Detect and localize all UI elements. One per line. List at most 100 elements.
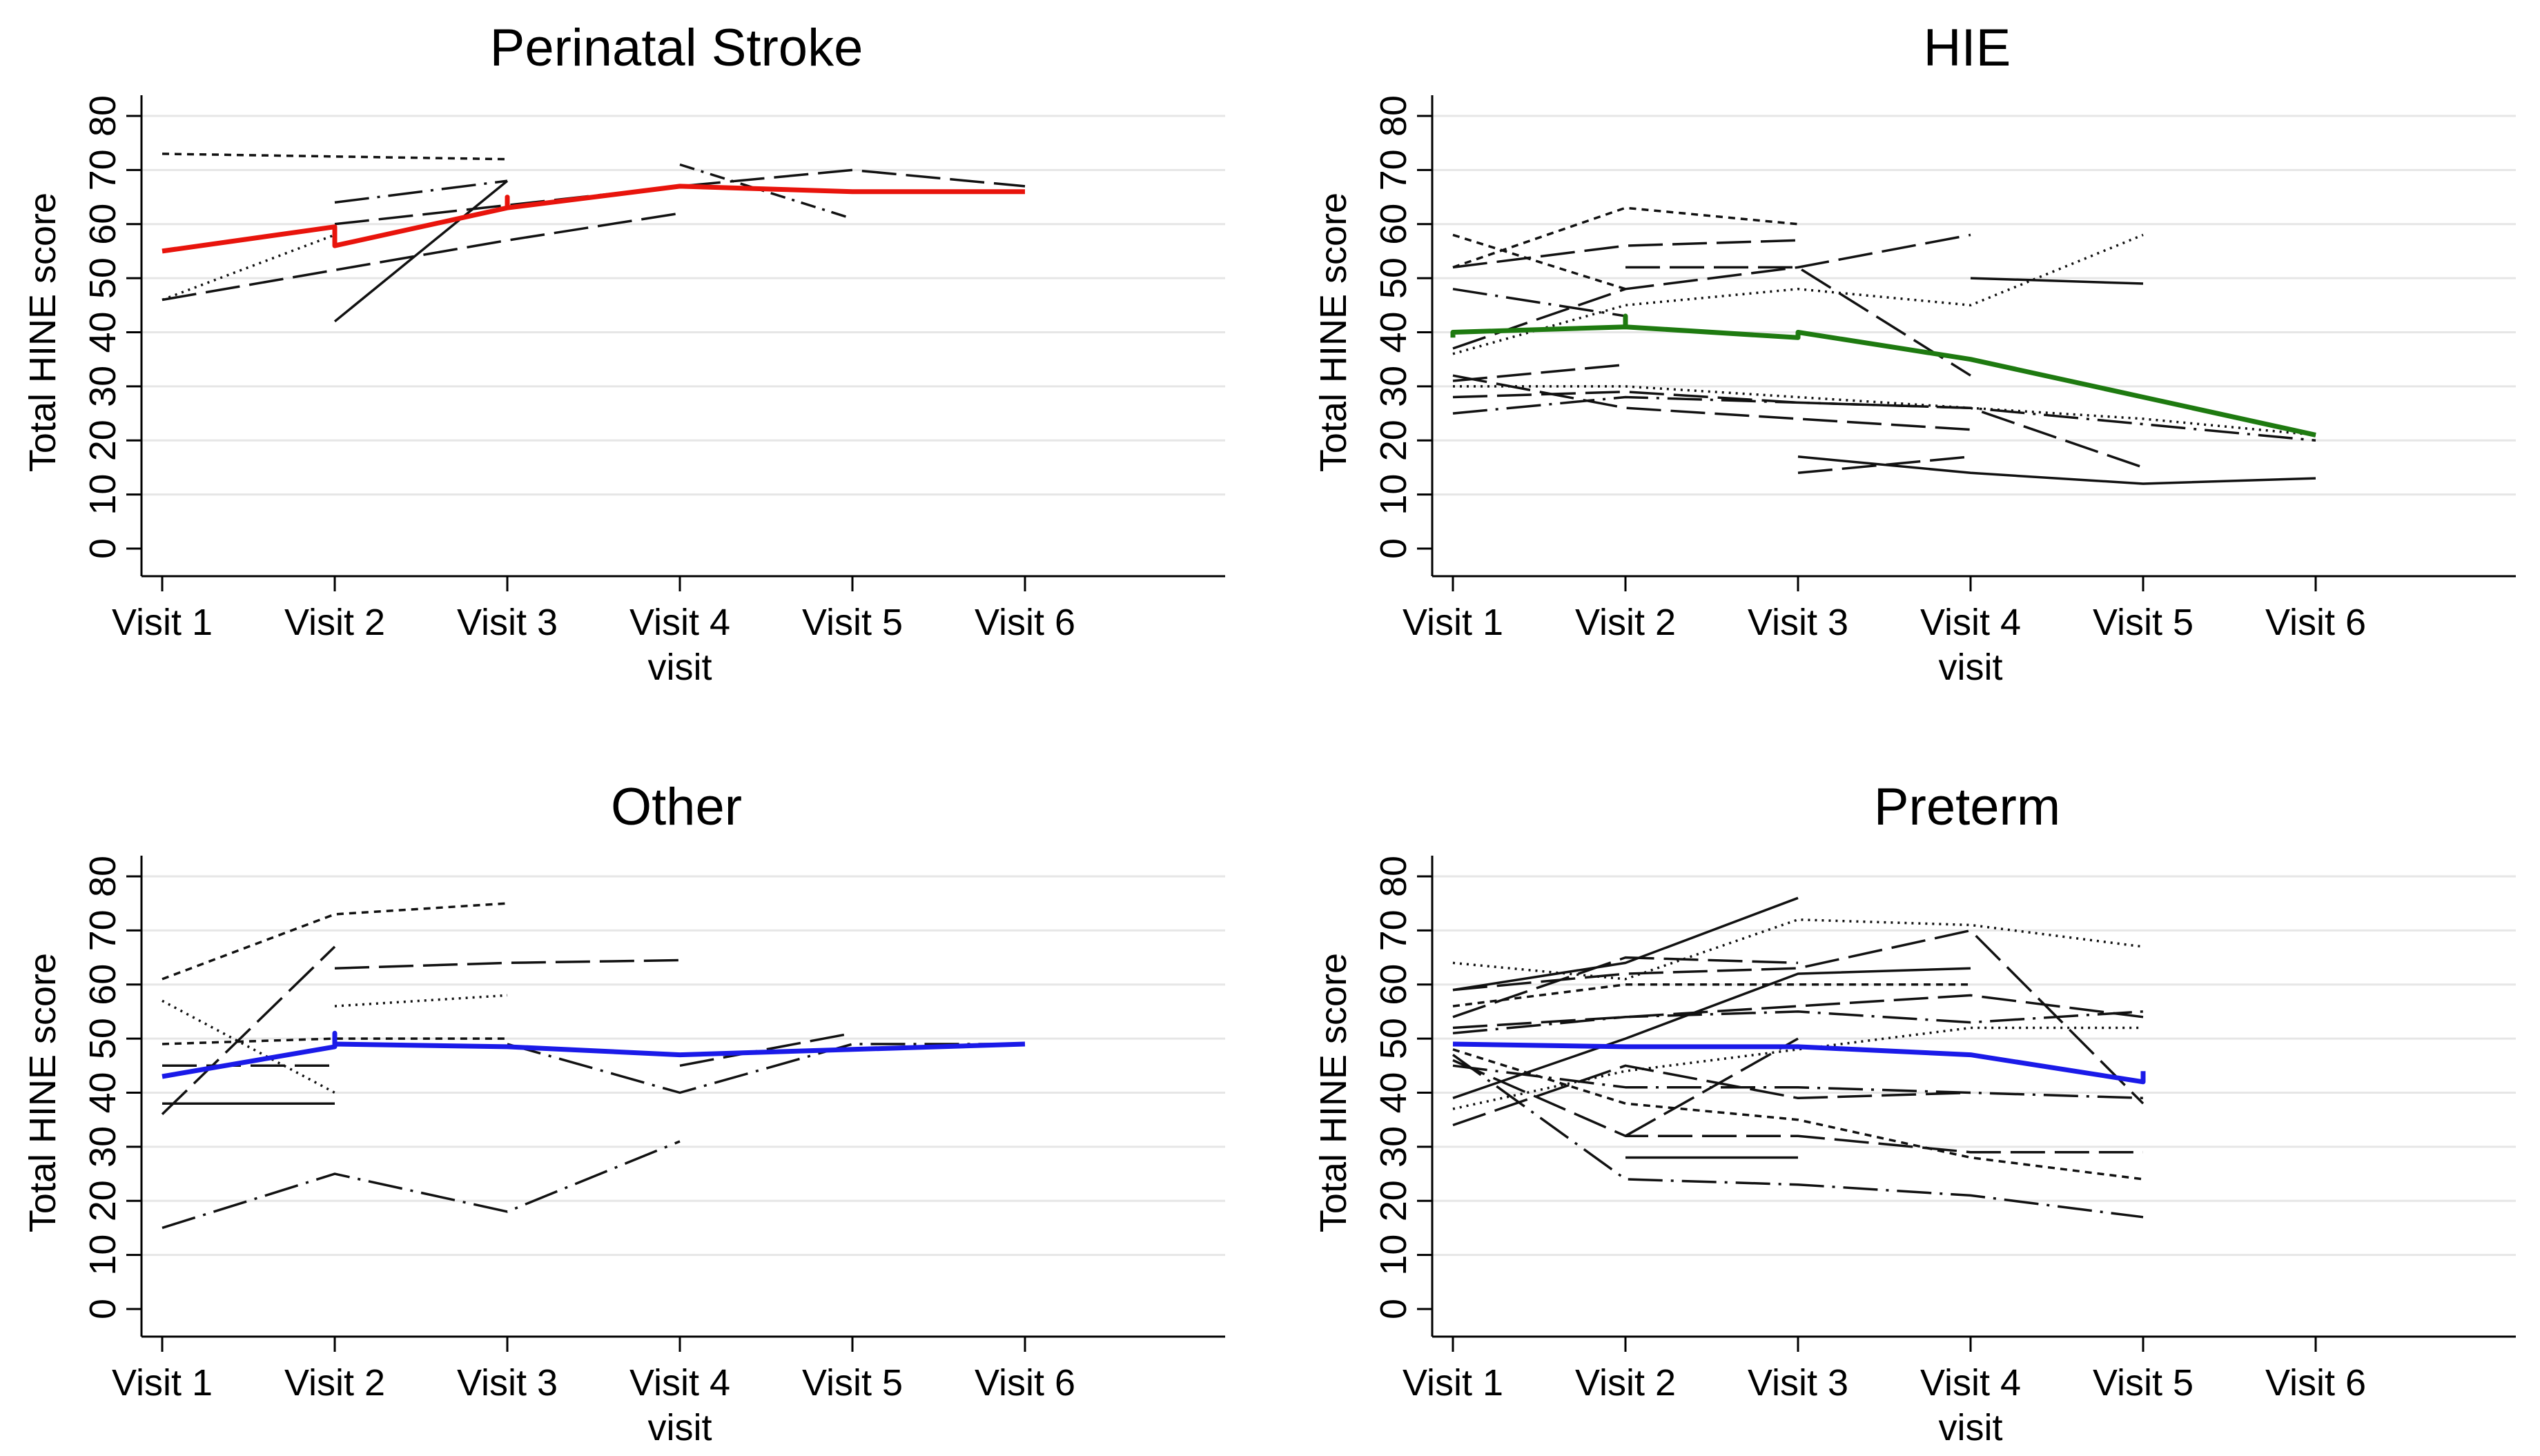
series-line-patient-4 bbox=[334, 958, 681, 970]
series-line-patient-11 bbox=[162, 1140, 681, 1230]
series-line-patient-9 bbox=[1452, 1026, 2143, 1110]
panel-perinatal-stroke: Perinatal Stroke Total HINE score visit … bbox=[22, 19, 1225, 688]
x-tick-label: Visit 3 bbox=[457, 1362, 558, 1404]
y-axis-label: Total HINE score bbox=[1313, 193, 1354, 472]
x-tick-label: Visit 5 bbox=[802, 602, 903, 643]
panel-title: HIE bbox=[1924, 19, 2011, 77]
y-tick-label: 70 bbox=[82, 909, 124, 951]
y-tick-label: 20 bbox=[82, 1180, 124, 1221]
y-tick-label: 80 bbox=[82, 95, 124, 137]
mean-line bbox=[162, 184, 1025, 254]
series-line-patient-3 bbox=[162, 212, 681, 302]
series-line-patient-1 bbox=[162, 153, 508, 161]
x-tick-label: Visit 3 bbox=[457, 602, 558, 643]
series-line-patient-1 bbox=[162, 902, 508, 981]
y-tick-label: 60 bbox=[82, 964, 124, 1005]
series-line-patient-10 bbox=[1452, 1064, 1971, 1127]
x-axis-label: visit bbox=[648, 1407, 712, 1448]
x-tick-label: Visit 4 bbox=[1920, 1362, 2021, 1404]
y-tick-label: 40 bbox=[1373, 311, 1414, 353]
series-line-patient-4 bbox=[334, 179, 508, 204]
series-line-patient-5 bbox=[1452, 233, 1971, 350]
x-tick-label: Visit 6 bbox=[2265, 1362, 2366, 1404]
y-tick-label: 40 bbox=[82, 311, 124, 353]
series-line-patient-9 bbox=[1452, 363, 1626, 382]
y-tick-label: 50 bbox=[1373, 257, 1414, 299]
panel-title: Perinatal Stroke bbox=[490, 19, 863, 77]
y-tick-label: 10 bbox=[1373, 1234, 1414, 1276]
x-tick-label: Visit 5 bbox=[802, 1362, 903, 1404]
y-axis-label: Total HINE score bbox=[1313, 953, 1354, 1232]
series-line-patient-3 bbox=[1452, 239, 1799, 269]
x-tick-label: Visit 2 bbox=[1575, 602, 1676, 643]
y-tick-label: 50 bbox=[1373, 1018, 1414, 1059]
mean-line bbox=[1452, 1041, 2146, 1085]
series-line-patient-5 bbox=[334, 994, 508, 1007]
y-tick-label: 30 bbox=[1373, 366, 1414, 407]
series-line-patient-11 bbox=[1452, 1064, 2144, 1100]
x-tick-label: Visit 2 bbox=[1575, 1362, 1676, 1404]
x-tick-label: Visit 2 bbox=[284, 602, 385, 643]
x-tick-label: Visit 4 bbox=[1920, 602, 2021, 643]
x-tick-label: Visit 2 bbox=[284, 1362, 385, 1404]
series-line-patient-4 bbox=[1452, 956, 1799, 1019]
y-tick-label: 0 bbox=[1373, 538, 1414, 559]
y-tick-label: 80 bbox=[1373, 95, 1414, 137]
y-tick-label: 30 bbox=[82, 366, 124, 407]
x-tick-label: Visit 5 bbox=[2093, 1362, 2194, 1404]
y-tick-label: 80 bbox=[82, 856, 124, 897]
y-axis-label: Total HINE score bbox=[22, 193, 63, 472]
y-tick-label: 10 bbox=[1373, 474, 1414, 515]
series-line-patient-1 bbox=[1452, 896, 1799, 992]
series-line-patient-8 bbox=[507, 1043, 1025, 1094]
series-line-patient-13 bbox=[1452, 1059, 2143, 1154]
y-tick-label: 0 bbox=[82, 1299, 124, 1319]
y-tick-label: 0 bbox=[82, 538, 124, 559]
x-tick-label: Visit 1 bbox=[1403, 602, 1503, 643]
panel-other: Other Total HINE score visit 0 10 20 30 40 50… bbox=[22, 778, 1225, 1448]
y-tick-label: 0 bbox=[1373, 1299, 1414, 1319]
x-tick-label: Visit 1 bbox=[1403, 1362, 1503, 1404]
y-tick-label: 20 bbox=[82, 420, 124, 461]
series-line-patient-2 bbox=[162, 999, 335, 1094]
series-line-patient-15 bbox=[1797, 455, 1971, 475]
series-line-patient-7 bbox=[1452, 1010, 2144, 1035]
series-line-patient-16 bbox=[1625, 1037, 1799, 1137]
x-tick-label: Visit 5 bbox=[2093, 602, 2194, 643]
y-tick-label: 60 bbox=[1373, 964, 1414, 1005]
y-tick-label: 70 bbox=[1373, 149, 1414, 190]
y-axis-label: Total HINE score bbox=[22, 953, 63, 1232]
series-line-patient-14 bbox=[1797, 455, 2316, 485]
series-line-patient-2 bbox=[162, 233, 335, 302]
panel-hie: HIE Total HINE score visit 0 10 20 30 40 50 60… bbox=[1313, 19, 2516, 688]
x-tick-label: Visit 4 bbox=[629, 602, 730, 643]
series-line-patient-11 bbox=[1452, 395, 2316, 442]
y-tick-label: 50 bbox=[82, 257, 124, 299]
y-tick-label: 10 bbox=[82, 1234, 124, 1276]
mean-line bbox=[1450, 313, 2316, 437]
series-line-patient-3 bbox=[1452, 929, 2145, 1105]
series-line-patient-2 bbox=[1452, 233, 1626, 291]
x-tick-label: Visit 1 bbox=[112, 602, 213, 643]
y-tick-label: 30 bbox=[82, 1126, 124, 1168]
series-line-patient-14 bbox=[1452, 1054, 2144, 1219]
series-line-patient-6 bbox=[334, 168, 1026, 226]
y-tick-label: 40 bbox=[1373, 1072, 1414, 1113]
panel-preterm: Preterm Total HINE score visit 0 10 20 30 40… bbox=[1313, 778, 2516, 1448]
x-tick-label: Visit 3 bbox=[1748, 1362, 1848, 1404]
x-tick-label: Visit 4 bbox=[629, 1362, 730, 1404]
y-tick-label: 40 bbox=[82, 1072, 124, 1113]
series-line-patient-9 bbox=[679, 1032, 853, 1068]
series-line-patient-3 bbox=[161, 945, 336, 1116]
y-tick-label: 20 bbox=[1373, 1180, 1414, 1221]
x-axis-label: visit bbox=[1939, 1407, 2003, 1448]
x-tick-label: Visit 6 bbox=[975, 1362, 1075, 1404]
x-tick-label: Visit 6 bbox=[975, 602, 1075, 643]
series-line-patient-6 bbox=[1452, 233, 2144, 355]
panel-title: Other bbox=[611, 778, 742, 836]
x-axis-label: visit bbox=[648, 647, 712, 688]
series-line-patient-6 bbox=[1452, 994, 2144, 1030]
series-line-patient-5 bbox=[333, 179, 509, 323]
series-line-patient-10 bbox=[1452, 390, 2144, 469]
